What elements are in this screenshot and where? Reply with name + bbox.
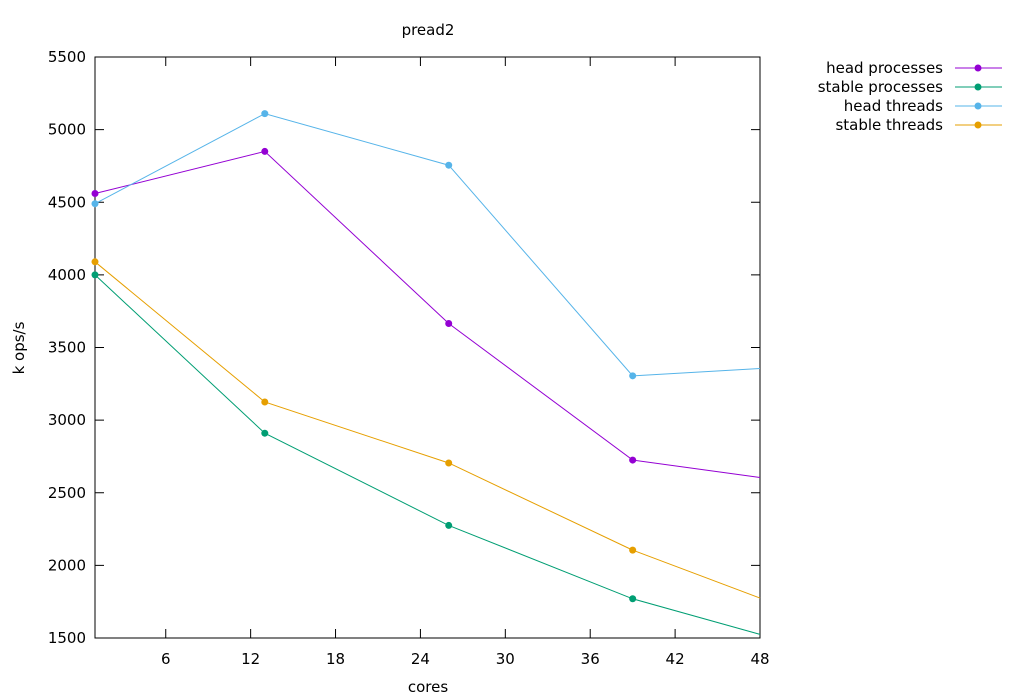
x-tick-label: 48 bbox=[750, 650, 769, 668]
chart-title: pread2 bbox=[402, 21, 455, 39]
data-point bbox=[445, 320, 453, 328]
y-axis: 1500 2000 2500 3000 3500 4000 4500 5000 5500 bbox=[48, 48, 760, 647]
series-line-2 bbox=[94, 113, 761, 377]
legend-marker bbox=[974, 121, 982, 129]
series-line-1 bbox=[94, 274, 761, 635]
data-point bbox=[261, 147, 269, 155]
legend-label: head threads bbox=[844, 97, 943, 115]
y-tick-label: 3000 bbox=[48, 411, 86, 429]
data-point bbox=[91, 190, 99, 198]
x-tick-label: 18 bbox=[326, 650, 345, 668]
series-line-0 bbox=[94, 150, 761, 478]
data-point bbox=[629, 595, 637, 603]
data-point bbox=[629, 372, 637, 380]
legend-marker bbox=[974, 83, 982, 91]
data-point bbox=[91, 200, 99, 208]
series-line-3 bbox=[94, 261, 761, 599]
series-layer bbox=[91, 110, 761, 635]
data-point bbox=[261, 429, 269, 437]
x-tick-label: 6 bbox=[161, 650, 171, 668]
data-point bbox=[445, 521, 453, 529]
legend-marker bbox=[974, 64, 982, 72]
data-point bbox=[91, 271, 99, 279]
y-tick-label: 4000 bbox=[48, 266, 86, 284]
data-point bbox=[629, 546, 637, 554]
y-tick-label: 2500 bbox=[48, 484, 86, 502]
data-point bbox=[629, 456, 637, 464]
legend-marker bbox=[974, 102, 982, 110]
legend-label: stable processes bbox=[818, 78, 943, 96]
y-tick-label: 2000 bbox=[48, 556, 86, 574]
x-tick-label: 24 bbox=[411, 650, 430, 668]
y-axis-title: k ops/s bbox=[10, 321, 28, 374]
y-tick-label: 5500 bbox=[48, 48, 86, 66]
data-point bbox=[261, 110, 269, 118]
data-point bbox=[91, 258, 99, 266]
data-point bbox=[445, 161, 453, 169]
y-tick-label: 3500 bbox=[48, 339, 86, 357]
x-tick-label: 36 bbox=[581, 650, 600, 668]
data-point bbox=[445, 459, 453, 467]
x-tick-label: 42 bbox=[666, 650, 685, 668]
y-tick-label: 1500 bbox=[48, 629, 86, 647]
data-point bbox=[261, 398, 269, 406]
plot-frame bbox=[94, 56, 761, 639]
x-axis: 6 12 18 24 30 36 42 48 bbox=[161, 57, 770, 668]
y-tick-label: 4500 bbox=[48, 193, 86, 211]
x-axis-title: cores bbox=[408, 678, 448, 696]
x-tick-label: 12 bbox=[241, 650, 260, 668]
legend-label: head processes bbox=[826, 59, 943, 77]
y-tick-label: 5000 bbox=[48, 121, 86, 139]
legend-label: stable threads bbox=[835, 116, 943, 134]
x-tick-label: 30 bbox=[496, 650, 515, 668]
